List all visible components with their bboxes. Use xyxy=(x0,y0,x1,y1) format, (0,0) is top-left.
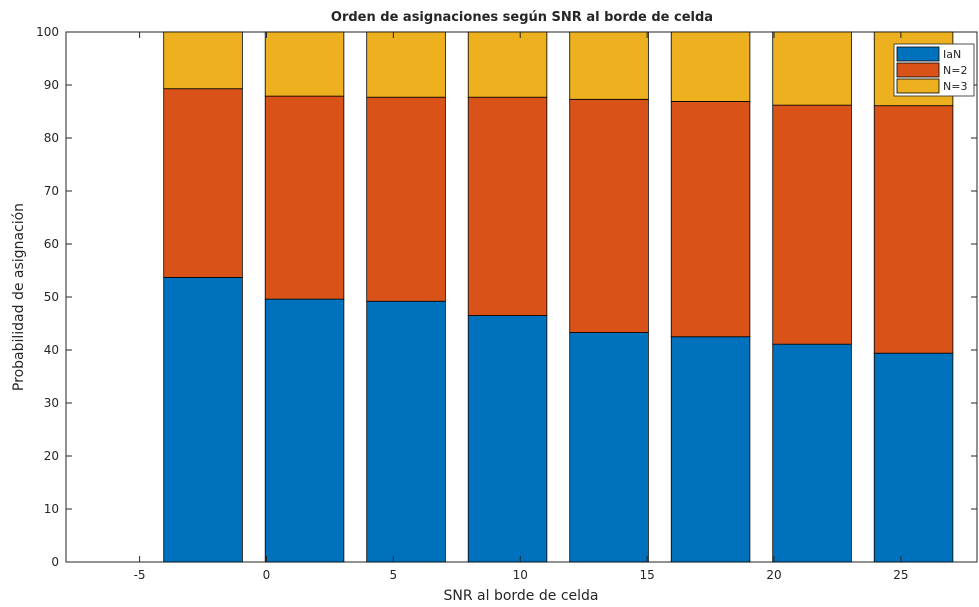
y-tick-label: 0 xyxy=(51,555,59,569)
bar-n2-4 xyxy=(569,98,649,333)
bar-n3-5 xyxy=(670,31,751,102)
bar-ian-5 xyxy=(670,336,751,563)
y-tick-label: 80 xyxy=(44,131,59,145)
y-tick-label: 90 xyxy=(44,78,59,92)
legend: IaN N=2 N=3 xyxy=(893,43,975,97)
bar-ian-6 xyxy=(772,343,852,563)
y-tick-label: 30 xyxy=(44,396,59,410)
bar-ian-4 xyxy=(569,332,649,563)
x-axis: -5 0 5 10 15 20 25 xyxy=(134,32,909,582)
bars-group xyxy=(163,31,954,563)
bar-n2-6 xyxy=(772,104,852,345)
bar-n3-3 xyxy=(467,31,548,98)
x-tick-label: 20 xyxy=(766,568,781,582)
y-tick-label: 20 xyxy=(44,449,59,463)
bar-n3-4 xyxy=(569,31,649,100)
chart-title: Orden de asignaciones según SNR al borde… xyxy=(331,10,713,25)
bar-n2-2 xyxy=(366,96,446,302)
bar-ian-7 xyxy=(873,352,954,563)
bar-ian-3 xyxy=(467,315,548,563)
x-tick-label: -5 xyxy=(134,568,146,582)
legend-label: N=3 xyxy=(943,80,967,93)
y-axis: 0 10 20 30 40 50 60 70 80 90 100 xyxy=(36,25,977,569)
y-axis-label: Probabilidad de asignación xyxy=(11,203,27,391)
bar-n2-1 xyxy=(264,95,345,300)
legend-swatch xyxy=(896,62,940,78)
bar-n2-0 xyxy=(163,88,243,278)
x-tick-label: 10 xyxy=(513,568,528,582)
bar-n3-1 xyxy=(264,31,345,97)
y-tick-label: 40 xyxy=(44,343,59,357)
bar-ian-2 xyxy=(366,300,446,563)
x-tick-label: 15 xyxy=(639,568,654,582)
x-tick-label: 25 xyxy=(893,568,908,582)
bar-ian-1 xyxy=(264,298,345,563)
legend-swatch xyxy=(896,78,940,94)
x-tick-label: 0 xyxy=(263,568,271,582)
y-tick-label: 60 xyxy=(44,237,59,251)
bar-n3-0 xyxy=(163,31,243,90)
bar-n3-6 xyxy=(772,31,852,106)
bar-n3-2 xyxy=(366,31,446,98)
y-tick-label: 100 xyxy=(36,25,59,39)
bar-n2-7 xyxy=(873,105,954,354)
y-tick-label: 50 xyxy=(44,290,59,304)
legend-label: IaN xyxy=(943,48,961,61)
y-tick-label: 10 xyxy=(44,502,59,516)
bar-ian-0 xyxy=(163,276,243,563)
legend-label: N=2 xyxy=(943,64,967,77)
bar-n2-5 xyxy=(670,101,751,338)
y-tick-label: 70 xyxy=(44,184,59,198)
x-tick-label: 5 xyxy=(390,568,398,582)
x-axis-label: SNR al borde de celda xyxy=(444,588,599,604)
legend-swatch xyxy=(896,46,940,62)
bar-n2-3 xyxy=(467,96,548,316)
